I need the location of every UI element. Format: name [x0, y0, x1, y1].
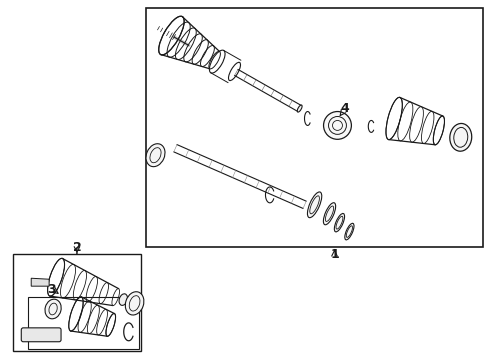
Ellipse shape	[334, 213, 344, 232]
Ellipse shape	[345, 223, 354, 240]
Text: 1: 1	[330, 248, 339, 261]
Ellipse shape	[323, 112, 351, 139]
Ellipse shape	[45, 299, 61, 319]
Bar	[28, 297, 139, 349]
Ellipse shape	[125, 292, 144, 315]
Ellipse shape	[450, 123, 472, 151]
Ellipse shape	[307, 192, 322, 218]
Ellipse shape	[119, 294, 127, 305]
Text: 3: 3	[47, 283, 55, 296]
Text: 2: 2	[73, 241, 81, 254]
Ellipse shape	[323, 203, 336, 225]
FancyBboxPatch shape	[21, 328, 61, 342]
Polygon shape	[31, 278, 49, 286]
Ellipse shape	[297, 105, 302, 112]
Ellipse shape	[146, 144, 165, 167]
Bar	[13, 255, 141, 351]
Text: 4: 4	[340, 102, 349, 115]
Bar	[146, 8, 483, 247]
